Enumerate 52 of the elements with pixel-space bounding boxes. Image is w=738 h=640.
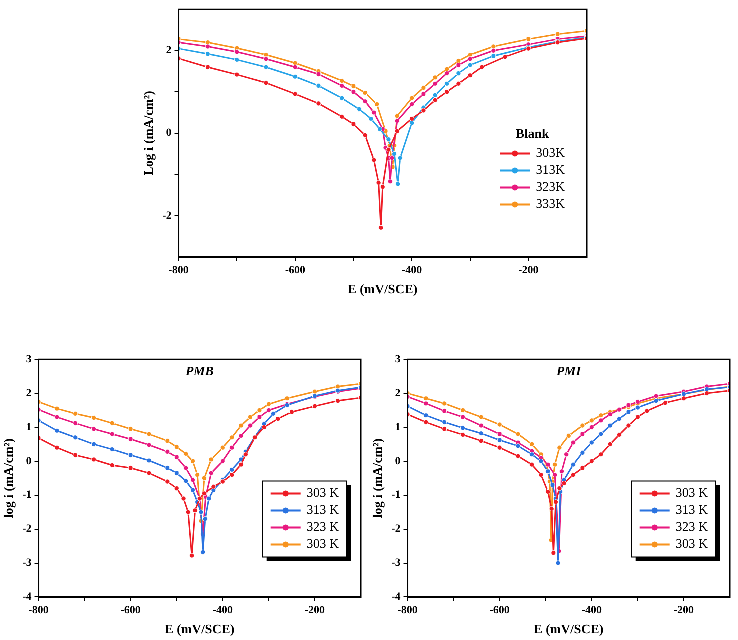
y-tick-label: -4 [22, 591, 32, 604]
y-tick-label: -1 [392, 489, 401, 502]
x-tick-label: -800 [398, 604, 418, 617]
x-tick-label: -400 [402, 264, 423, 277]
y-tick-label: 0 [395, 455, 402, 468]
legend-label: 313 K [306, 502, 340, 518]
x-tick-label: -600 [120, 604, 142, 617]
legend-label: 313K [536, 162, 566, 178]
y-tick-label: -2 [392, 523, 402, 536]
x-tick-label: -800 [168, 264, 190, 277]
y-tick-label: 3 [26, 353, 32, 366]
legend-label: 323 K [306, 519, 340, 534]
y-tick-label: 3 [395, 353, 402, 366]
y-tick-label: -4 [392, 591, 402, 604]
x-tick-label: -400 [212, 604, 234, 617]
chart-title: PMI [556, 363, 582, 378]
y-axis-title: log i (mA/cm²) [1, 438, 16, 518]
y-tick-label: -1 [22, 489, 32, 502]
y-tick-label: 2 [166, 44, 172, 57]
y-tick-label: 0 [166, 127, 172, 140]
x-tick-label: -400 [582, 604, 602, 617]
x-axis-title: E (mV/SCE) [348, 282, 418, 297]
x-tick-label: -200 [518, 264, 540, 277]
legend-label: 303 K [676, 536, 709, 552]
y-tick-label: 2 [395, 387, 402, 400]
x-axis-title: E (mV/SCE) [165, 622, 235, 637]
y-tick-label: 1 [26, 421, 32, 434]
y-axis-title: Log i (mA/cm²) [141, 91, 156, 176]
x-tick-label: -600 [490, 604, 510, 617]
y-tick-label: 0 [26, 455, 32, 468]
legend-label: 313 K [676, 502, 709, 518]
y-tick-label: 1 [395, 421, 401, 434]
legend-label: 303 K [676, 485, 709, 500]
y-tick-label: -3 [392, 557, 402, 570]
y-tick-label: -2 [162, 210, 172, 222]
legend-label: 333K [536, 196, 566, 212]
x-axis-title: E (mV/SCE) [534, 622, 604, 637]
x-tick-label: -600 [285, 264, 306, 277]
y-tick-label: -3 [22, 557, 32, 570]
y-tick-label: -2 [22, 523, 32, 536]
legend-label: 323K [536, 179, 566, 194]
legend-title: Blank [516, 126, 550, 142]
y-axis-title: log i (mA/cm²) [370, 438, 386, 518]
chart-title: PMB [186, 363, 214, 378]
legend-label: 303 K [306, 536, 340, 552]
x-tick-label: -200 [304, 604, 326, 617]
legend-label: 323 K [676, 519, 709, 534]
legend-label: 303 K [306, 485, 340, 500]
legend-label: 303K [536, 145, 566, 160]
x-tick-label: -200 [674, 604, 695, 617]
y-tick-label: 2 [26, 387, 32, 400]
x-tick-label: -800 [28, 604, 50, 617]
